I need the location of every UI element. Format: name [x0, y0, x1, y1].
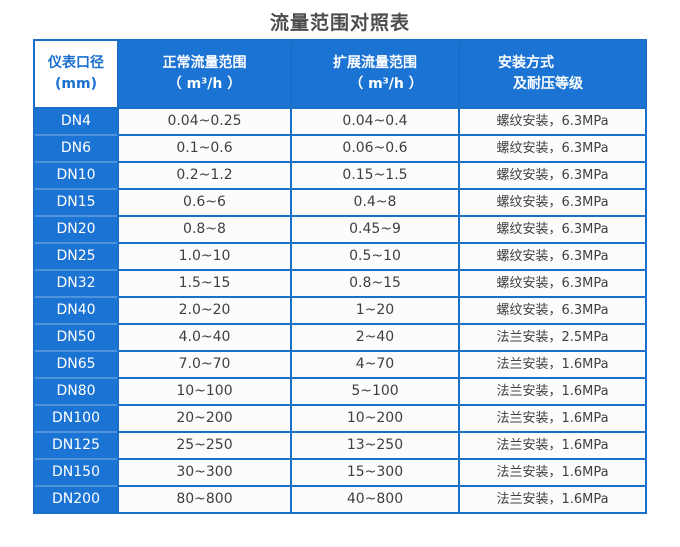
normal-range-cell: 4.0~40	[117, 325, 290, 352]
extended-range-cell: 0.15~1.5	[290, 163, 458, 190]
installation-cell: 法兰安装，1.6MPa	[458, 433, 645, 460]
header-normal-range-unit: （ m³/h ）	[167, 76, 242, 92]
diameter-cell: DN4	[35, 109, 117, 136]
diameter-cell: DN20	[35, 217, 117, 244]
installation-cell: 螺纹安装，6.3MPa	[458, 136, 645, 163]
normal-range-cell: 1.5~15	[117, 271, 290, 298]
installation-cell: 螺纹安装，6.3MPa	[458, 244, 645, 271]
extended-range-cell: 13~250	[290, 433, 458, 460]
diameter-cell: DN40	[35, 298, 117, 325]
table-row: DN40 2.0~20 1~20 螺纹安装，6.3MPa	[35, 298, 645, 325]
normal-range-cell: 25~250	[117, 433, 290, 460]
extended-range-cell: 4~70	[290, 352, 458, 379]
header-diameter-label: 仪表口径	[48, 55, 104, 71]
diameter-cell: DN50	[35, 325, 117, 352]
normal-range-cell: 80~800	[117, 487, 290, 512]
installation-cell: 法兰安装，1.6MPa	[458, 406, 645, 433]
flow-range-table: 仪表口径 (mm) 正常流量范围 （ m³/h ） 扩展流量范围 （ m³/h …	[33, 39, 647, 514]
table-row: DN25 1.0~10 0.5~10 螺纹安装，6.3MPa	[35, 244, 645, 271]
normal-range-cell: 0.1~0.6	[117, 136, 290, 163]
diameter-cell: DN150	[35, 460, 117, 487]
extended-range-cell: 1~20	[290, 298, 458, 325]
diameter-cell: DN65	[35, 352, 117, 379]
normal-range-cell: 20~200	[117, 406, 290, 433]
installation-cell: 螺纹安装，6.3MPa	[458, 163, 645, 190]
table-row: DN10 0.2~1.2 0.15~1.5 螺纹安装，6.3MPa	[35, 163, 645, 190]
header-installation: 安装方式 及耐压等级	[458, 41, 645, 109]
extended-range-cell: 0.04~0.4	[290, 109, 458, 136]
table-row: DN200 80~800 40~800 法兰安装，1.6MPa	[35, 487, 645, 512]
installation-cell: 螺纹安装，6.3MPa	[458, 298, 645, 325]
table-body: DN4 0.04~0.25 0.04~0.4 螺纹安装，6.3MPa DN6 0.1~0.…	[35, 109, 645, 512]
installation-cell: 法兰安装，1.6MPa	[458, 487, 645, 512]
header-extended-range: 扩展流量范围 （ m³/h ）	[290, 41, 458, 109]
header-normal-range-label: 正常流量范围	[162, 55, 247, 71]
normal-range-cell: 10~100	[117, 379, 290, 406]
table-row: DN32 1.5~15 0.8~15 螺纹安装，6.3MPa	[35, 271, 645, 298]
extended-range-cell: 0.06~0.6	[290, 136, 458, 163]
installation-cell: 法兰安装，2.5MPa	[458, 325, 645, 352]
diameter-cell: DN125	[35, 433, 117, 460]
diameter-cell: DN10	[35, 163, 117, 190]
extended-range-cell: 5~100	[290, 379, 458, 406]
table-row: DN65 7.0~70 4~70 法兰安装，1.6MPa	[35, 352, 645, 379]
installation-cell: 螺纹安装，6.3MPa	[458, 271, 645, 298]
header-normal-range: 正常流量范围 （ m³/h ）	[117, 41, 290, 109]
page-title: 流量范围对照表	[269, 12, 410, 34]
normal-range-cell: 2.0~20	[117, 298, 290, 325]
installation-cell: 螺纹安装，6.3MPa	[458, 217, 645, 244]
table-row: DN4 0.04~0.25 0.04~0.4 螺纹安装，6.3MPa	[35, 109, 645, 136]
normal-range-cell: 30~300	[117, 460, 290, 487]
header-diameter: 仪表口径 (mm)	[35, 41, 117, 109]
table-row: DN20 0.8~8 0.45~9 螺纹安装，6.3MPa	[35, 217, 645, 244]
normal-range-cell: 0.8~8	[117, 217, 290, 244]
header-installation-label: 安装方式	[498, 55, 554, 71]
extended-range-cell: 0.45~9	[290, 217, 458, 244]
normal-range-cell: 0.2~1.2	[117, 163, 290, 190]
diameter-cell: DN32	[35, 271, 117, 298]
extended-range-cell: 0.4~8	[290, 190, 458, 217]
extended-range-cell: 0.5~10	[290, 244, 458, 271]
installation-cell: 法兰安装，1.6MPa	[458, 460, 645, 487]
installation-cell: 法兰安装，1.6MPa	[458, 352, 645, 379]
extended-range-cell: 10~200	[290, 406, 458, 433]
header-diameter-unit: (mm)	[55, 76, 97, 92]
installation-cell: 螺纹安装，6.3MPa	[458, 109, 645, 136]
normal-range-cell: 7.0~70	[117, 352, 290, 379]
extended-range-cell: 15~300	[290, 460, 458, 487]
header-installation-label2: 及耐压等级	[513, 76, 583, 92]
normal-range-cell: 0.04~0.25	[117, 109, 290, 136]
table-row: DN80 10~100 5~100 法兰安装，1.6MPa	[35, 379, 645, 406]
installation-cell: 螺纹安装，6.3MPa	[458, 190, 645, 217]
diameter-cell: DN15	[35, 190, 117, 217]
extended-range-cell: 2~40	[290, 325, 458, 352]
table-row: DN50 4.0~40 2~40 法兰安装，2.5MPa	[35, 325, 645, 352]
diameter-cell: DN6	[35, 136, 117, 163]
table-row: DN6 0.1~0.6 0.06~0.6 螺纹安装，6.3MPa	[35, 136, 645, 163]
normal-range-cell: 1.0~10	[117, 244, 290, 271]
extended-range-cell: 40~800	[290, 487, 458, 512]
table-header: 仪表口径 (mm) 正常流量范围 （ m³/h ） 扩展流量范围 （ m³/h …	[35, 41, 645, 109]
installation-cell: 法兰安装，1.6MPa	[458, 379, 645, 406]
diameter-cell: DN25	[35, 244, 117, 271]
header-row: 仪表口径 (mm) 正常流量范围 （ m³/h ） 扩展流量范围 （ m³/h …	[35, 41, 645, 109]
table-row: DN15 0.6~6 0.4~8 螺纹安装，6.3MPa	[35, 190, 645, 217]
table-row: DN150 30~300 15~300 法兰安装，1.6MPa	[35, 460, 645, 487]
extended-range-cell: 0.8~15	[290, 271, 458, 298]
diameter-cell: DN200	[35, 487, 117, 512]
header-extended-range-label: 扩展流量范围	[333, 55, 417, 71]
table-row: DN125 25~250 13~250 法兰安装，1.6MPa	[35, 433, 645, 460]
header-extended-range-unit: （ m³/h ）	[349, 76, 423, 92]
normal-range-cell: 0.6~6	[117, 190, 290, 217]
table-row: DN100 20~200 10~200 法兰安装，1.6MPa	[35, 406, 645, 433]
diameter-cell: DN100	[35, 406, 117, 433]
diameter-cell: DN80	[35, 379, 117, 406]
